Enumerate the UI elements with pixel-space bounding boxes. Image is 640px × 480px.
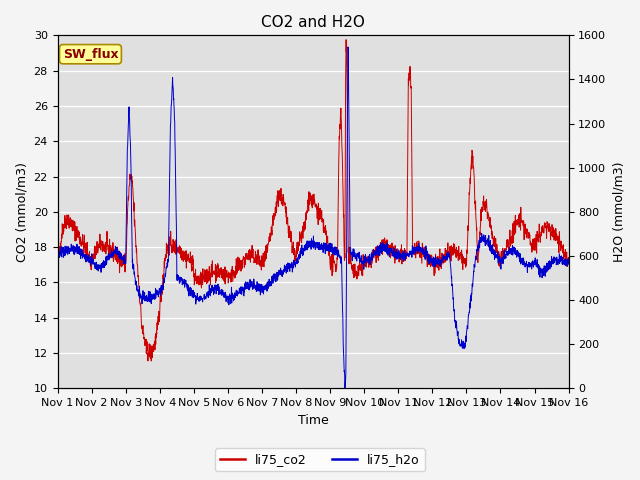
Text: SW_flux: SW_flux bbox=[63, 48, 118, 60]
Y-axis label: CO2 (mmol/m3): CO2 (mmol/m3) bbox=[15, 162, 28, 262]
Y-axis label: H2O (mmol/m3): H2O (mmol/m3) bbox=[612, 162, 625, 262]
X-axis label: Time: Time bbox=[298, 414, 328, 427]
Legend: li75_co2, li75_h2o: li75_co2, li75_h2o bbox=[215, 448, 425, 471]
Title: CO2 and H2O: CO2 and H2O bbox=[261, 15, 365, 30]
